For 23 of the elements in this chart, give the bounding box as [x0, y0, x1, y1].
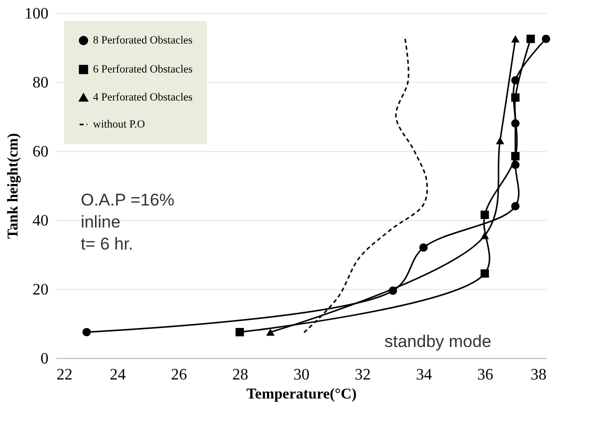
- legend-label: 4 Perforated Obstacles: [93, 92, 193, 104]
- legend-label: 6 Perforated Obstacles: [93, 64, 193, 76]
- annotation: standby mode: [384, 332, 492, 351]
- y-tick-label: 40: [32, 212, 48, 230]
- x-tick-label: 22: [56, 366, 72, 384]
- y-tick-label: 60: [32, 144, 48, 160]
- x-tick-label: 32: [354, 366, 371, 384]
- x-axis-title: Temperature(°C): [246, 386, 357, 402]
- x-tick-label: 36: [477, 366, 494, 384]
- x-tick-label: 28: [232, 366, 248, 384]
- x-tick-label: 38: [530, 366, 546, 384]
- x-tick-label: 30: [294, 366, 310, 384]
- y-tick-label: 20: [32, 282, 48, 298]
- y-tick-label: 100: [24, 6, 48, 22]
- x-tick-label: 34: [416, 366, 432, 384]
- annotation: O.A.P =16% inline t= 6 hr.: [80, 190, 174, 254]
- x-tick-label: 24: [110, 366, 126, 384]
- x-tick-label: 26: [171, 366, 187, 384]
- y-axis-title: Tank height(cm): [6, 133, 22, 239]
- legend-label: 8 Perforated Obstacles: [93, 34, 193, 46]
- y-tick-label: 0: [40, 350, 48, 368]
- legend-label: without P.O: [93, 118, 146, 130]
- y-tick-label: 80: [32, 74, 48, 92]
